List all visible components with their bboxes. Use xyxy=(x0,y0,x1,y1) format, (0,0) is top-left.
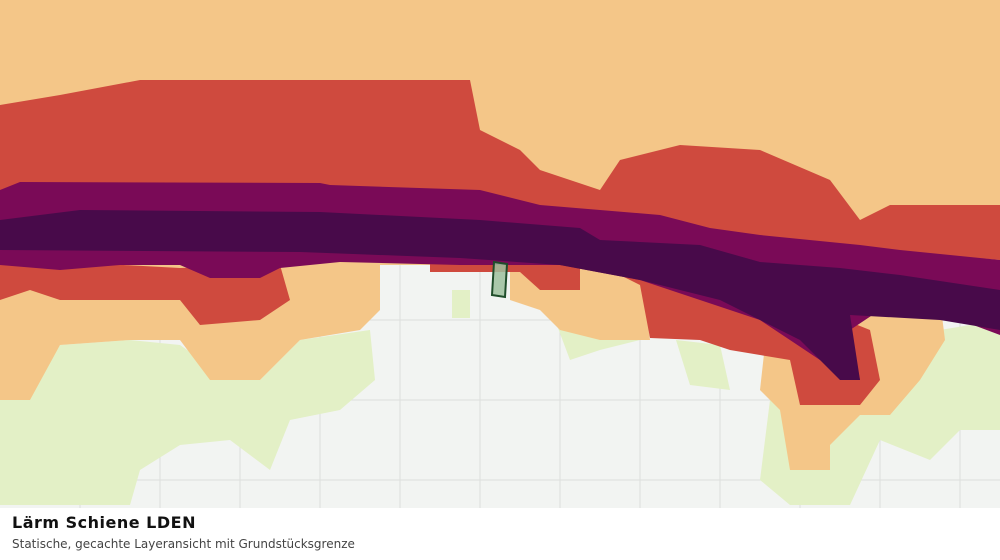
map-title: Lärm Schiene LDEN xyxy=(12,513,196,532)
noise-zone-highest xyxy=(0,210,1000,380)
caption-panel xyxy=(0,508,1000,560)
noise-zone-medium xyxy=(0,80,1000,405)
map-canvas xyxy=(0,0,1000,508)
map-subtitle: Statische, gecachte Layeransicht mit Gru… xyxy=(12,537,355,551)
parcel-boundary[interactable] xyxy=(490,260,509,299)
